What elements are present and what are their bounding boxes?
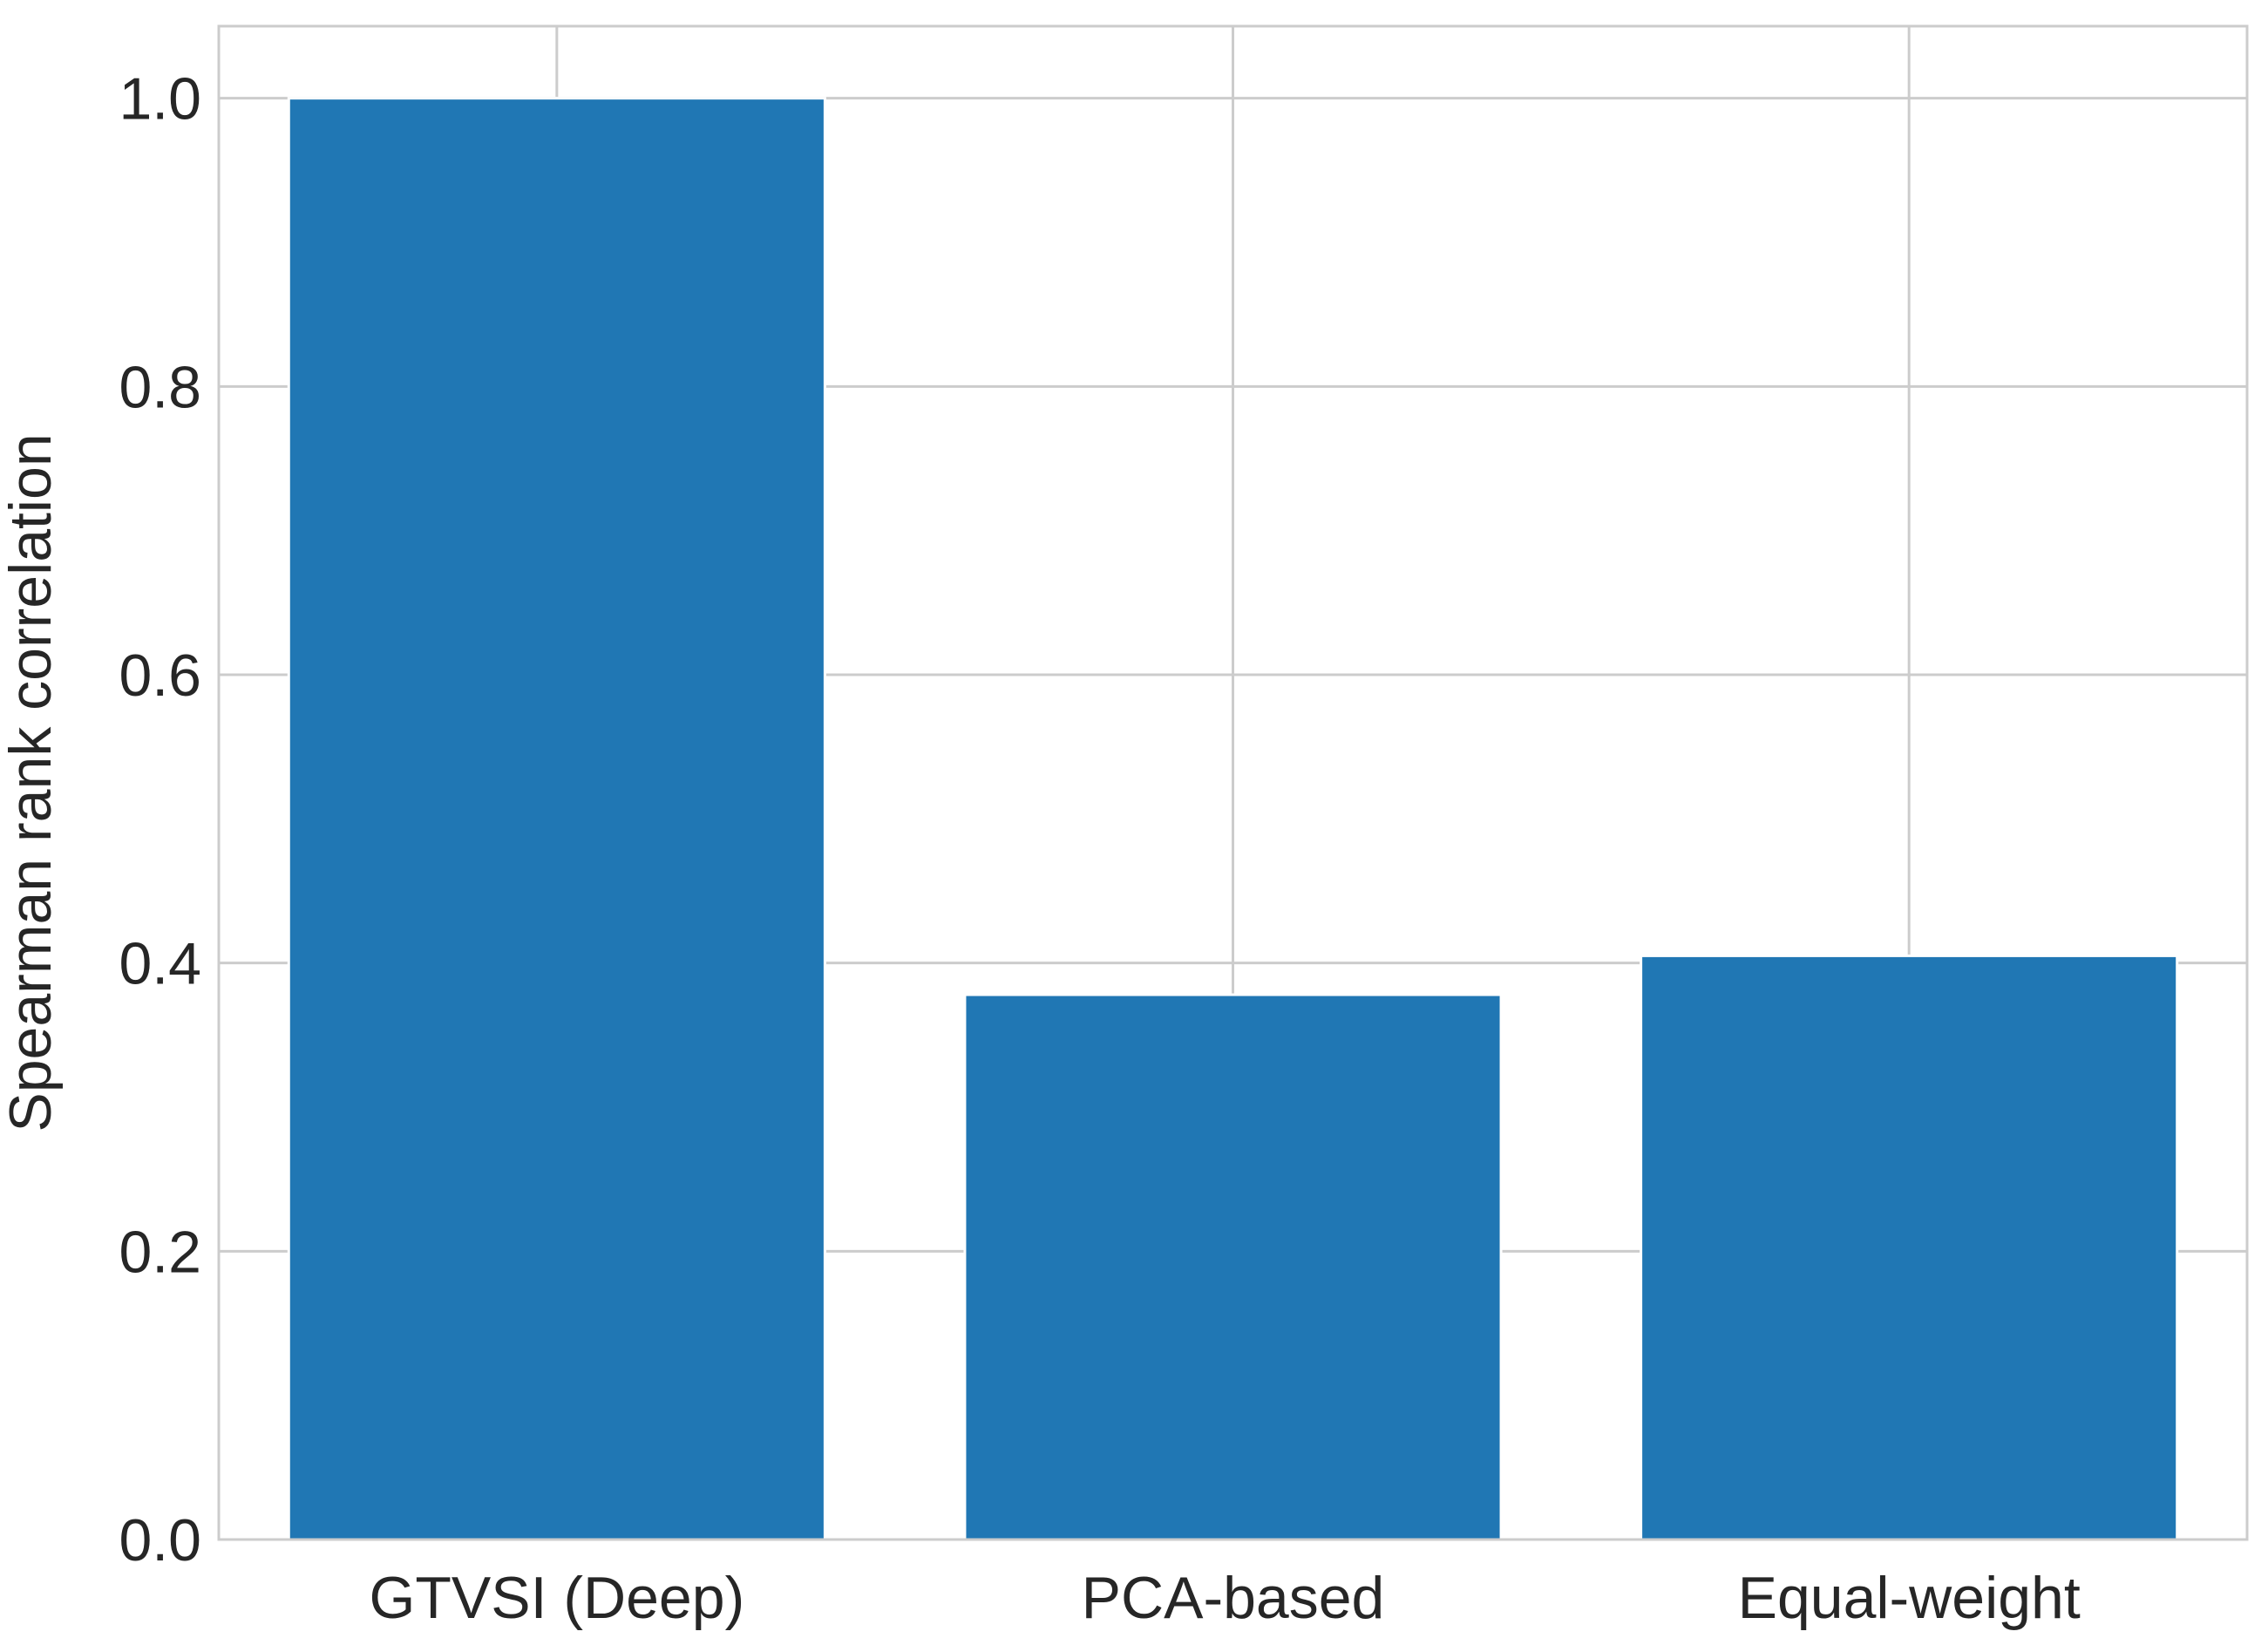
bar — [963, 993, 1503, 1541]
bar-layer — [287, 97, 2179, 1541]
y-tick-label: 0.0 — [119, 1507, 201, 1574]
x-tick-label: PCA-based — [1082, 1565, 1385, 1631]
x-tick-label: GTVSI (Deep) — [369, 1565, 744, 1631]
bar — [287, 97, 826, 1541]
y-tick-label: 1.0 — [119, 66, 201, 133]
plot-frame — [217, 24, 2249, 1541]
y-tick-label: 0.2 — [119, 1219, 201, 1285]
y-tick-labels: 0.0 0.2 0.4 0.6 0.8 1.0 — [119, 66, 201, 1574]
x-tick-label: Equal-weight — [1738, 1565, 2081, 1631]
y-axis-label: Spearman rank correlation — [0, 433, 64, 1132]
x-tick-labels: GTVSI (Deep) PCA-based Equal-weight — [369, 1565, 2080, 1631]
y-tick-label: 0.6 — [119, 642, 201, 709]
y-tick-label: 0.8 — [119, 354, 201, 420]
y-tick-label: 0.4 — [119, 931, 201, 997]
bar — [1640, 954, 2179, 1541]
